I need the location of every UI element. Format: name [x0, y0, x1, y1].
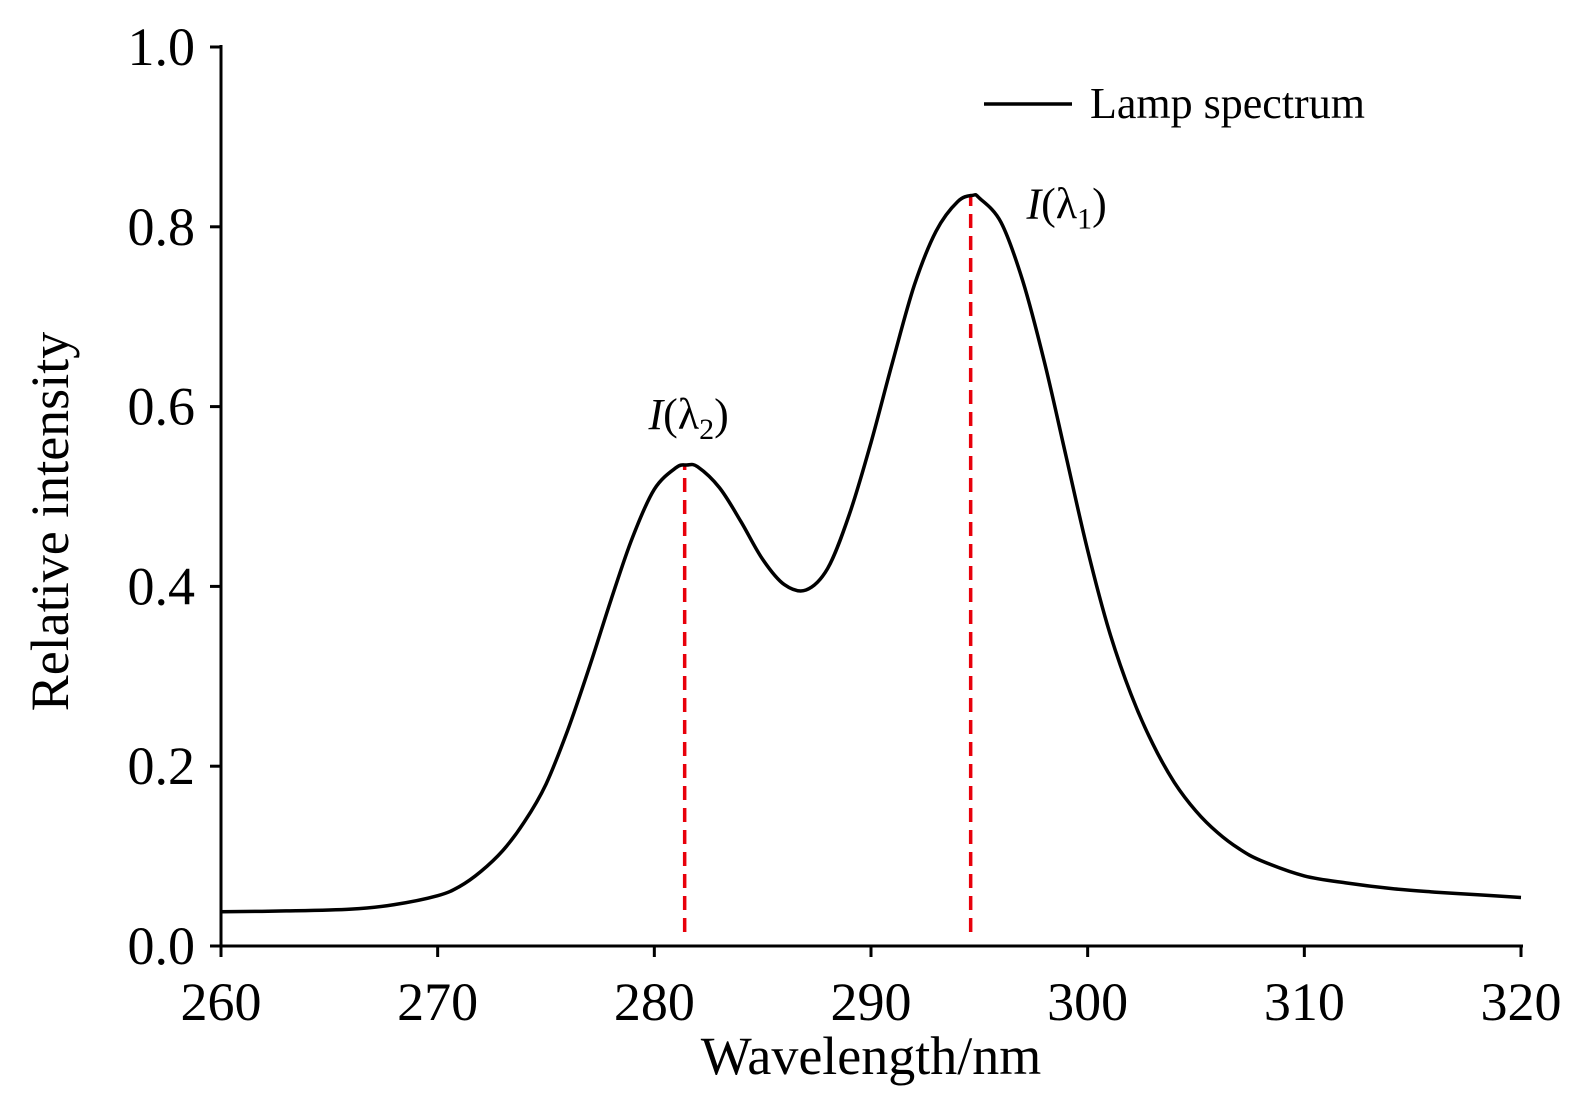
x-tick-label-2: 280 — [614, 972, 695, 1032]
y-tick-label-4: 0.8 — [128, 197, 196, 257]
peak-markers — [682, 195, 973, 932]
y-ticks: 0.0 0.2 0.4 0.6 0.8 1.0 — [128, 17, 221, 976]
x-tick-label-1: 270 — [397, 972, 478, 1032]
annotation-lambda1: I(λ1) — [1026, 179, 1107, 235]
x-tick-label-4: 300 — [1047, 972, 1128, 1032]
y-tick-label-3: 0.6 — [128, 377, 196, 437]
x-tick-label-6: 320 — [1481, 972, 1562, 1032]
annotation-lambda1-italic: I — [1026, 179, 1044, 228]
x-ticks: 260 270 280 290 300 310 320 — [181, 946, 1562, 1032]
annotation-lambda1-sub: 1 — [1077, 202, 1092, 235]
y-tick-label-5: 1.0 — [128, 17, 196, 77]
axes — [219, 45, 1523, 948]
annotation-lambda1-close: ) — [1092, 179, 1107, 228]
annotation-lambda2-sub: 2 — [699, 413, 714, 446]
annotation-lambda1-open: (λ — [1041, 179, 1078, 228]
annotation-lambda2-close: ) — [714, 390, 729, 439]
lamp-spectrum-line — [220, 192, 1522, 914]
x-tick-label-3: 290 — [831, 972, 912, 1032]
annotation-lambda2-open: (λ — [663, 390, 700, 439]
legend: Lamp spectrum — [984, 79, 1365, 128]
x-tick-label-0: 260 — [181, 972, 262, 1032]
legend-label: Lamp spectrum — [1090, 79, 1365, 128]
annotation-lambda2-italic: I — [648, 390, 666, 439]
x-axis-title: Wavelength/nm — [701, 1026, 1042, 1086]
x-tick-label-5: 310 — [1264, 972, 1345, 1032]
y-axis-title: Relative intensity — [20, 332, 80, 711]
y-tick-label-1: 0.2 — [128, 736, 196, 796]
y-tick-label-0: 0.0 — [128, 916, 196, 976]
annotation-lambda2: I(λ2) — [648, 390, 729, 446]
y-tick-label-2: 0.4 — [128, 556, 196, 616]
